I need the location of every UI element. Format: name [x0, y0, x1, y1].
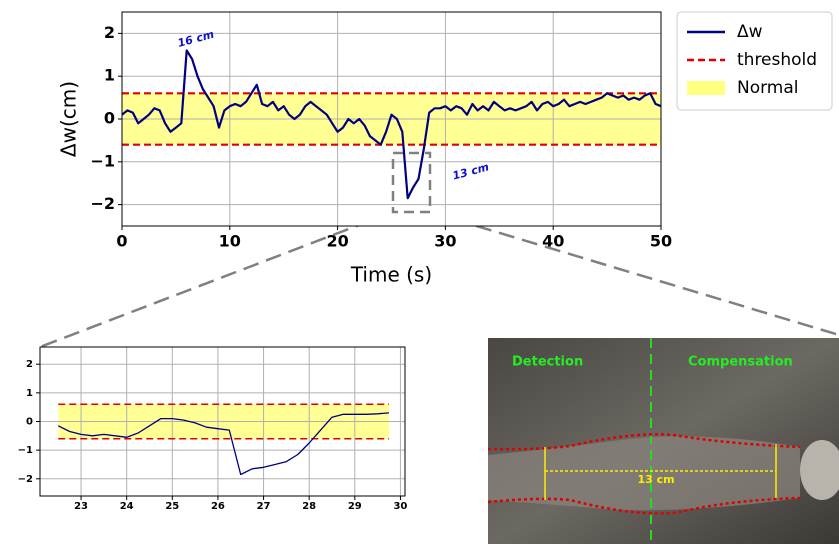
x-tick-label: 29	[348, 501, 362, 512]
plot-frame	[121, 11, 662, 227]
y-tick-label: −2	[90, 194, 115, 213]
x-tick-label: 50	[650, 232, 672, 251]
photo-label: Compensation	[688, 355, 793, 370]
x-tick-label: 27	[257, 501, 271, 512]
photo: Detection Compensation 13 cm	[487, 338, 839, 544]
data-line	[121, 49, 662, 200]
x-tick-label: 25	[165, 501, 179, 512]
y-tick-label: −1	[18, 445, 33, 456]
upper-edge	[487, 433, 801, 451]
x-tick-label: 24	[120, 501, 134, 512]
legend-label: threshold	[737, 50, 817, 70]
y-tick-label: 0	[26, 417, 33, 428]
y-axis-label: Δw(cm)	[57, 81, 81, 157]
y-tick-label: 1	[104, 66, 115, 85]
zoom-connector	[39, 210, 839, 349]
x-tick-label: 10	[219, 232, 241, 251]
x-tick-label: 28	[302, 501, 316, 512]
x-axis-label: Time (s)	[350, 263, 432, 287]
x-tick-label: 26	[211, 501, 225, 512]
x-tick-label: 23	[74, 501, 88, 512]
y-tick-label: −1	[90, 151, 115, 170]
legend-label: Δw	[737, 22, 763, 42]
zoom-line	[39, 210, 394, 349]
y-tick-label: 2	[104, 23, 115, 42]
x-tick-label: 40	[542, 232, 564, 251]
x-tick-label: 30	[434, 232, 456, 251]
y-tick-label: −2	[18, 474, 33, 485]
legend-marker	[687, 81, 725, 95]
lower-edge	[487, 496, 801, 515]
data-line	[57, 412, 390, 476]
zoom-box	[391, 151, 432, 214]
x-tick-label: 20	[326, 232, 348, 251]
x-tick-label: 30	[393, 501, 407, 512]
photo-label: Detection	[512, 355, 583, 370]
pipe	[488, 436, 800, 511]
robot	[800, 440, 839, 500]
photo-label: 13 cm	[637, 473, 674, 486]
y-tick-label: 1	[26, 388, 33, 399]
y-tick-label: 2	[26, 359, 33, 370]
plot-frame	[39, 346, 406, 497]
y-tick-label: 0	[104, 109, 115, 128]
x-tick-label: 0	[116, 232, 127, 251]
legend-label: Normal	[737, 78, 799, 98]
zoom-line	[429, 210, 839, 337]
